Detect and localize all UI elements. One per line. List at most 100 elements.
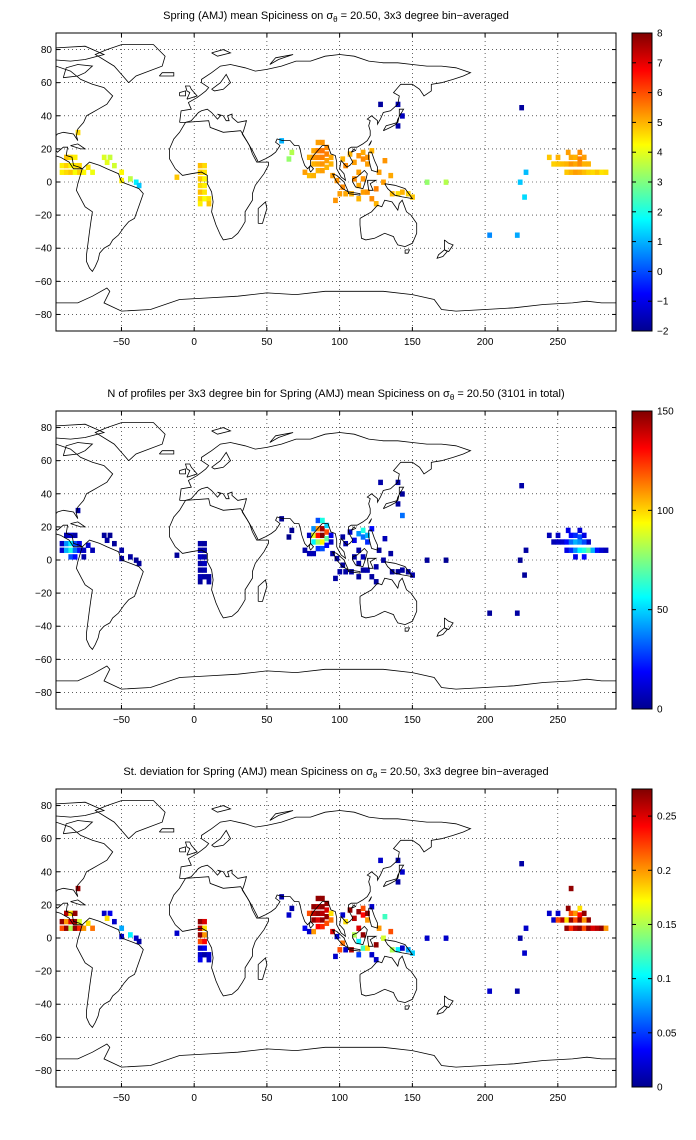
coastline bbox=[368, 896, 372, 902]
coastline bbox=[56, 443, 114, 548]
data-cell bbox=[555, 154, 561, 161]
x-tick-label: 200 bbox=[477, 715, 494, 726]
data-cell bbox=[373, 942, 379, 948]
data-cell bbox=[555, 917, 561, 923]
data-cell bbox=[320, 923, 325, 930]
data-cell bbox=[378, 857, 383, 864]
coastline bbox=[269, 54, 294, 65]
data-cell bbox=[352, 159, 357, 166]
data-cell bbox=[360, 176, 366, 182]
data-cell bbox=[324, 522, 330, 529]
chart-title-post: = 20.50, 3x3 degree bin−averaged bbox=[338, 10, 509, 22]
coastline bbox=[308, 542, 315, 551]
chart-title-pre: N of profiles per 3x3 degree bin for Spr… bbox=[107, 388, 443, 400]
data-cell bbox=[333, 575, 338, 582]
x-tick-label: 50 bbox=[261, 1093, 273, 1104]
data-cell bbox=[330, 550, 335, 557]
coastline bbox=[56, 287, 616, 312]
colorbar-ticks: 0 50 100 150 bbox=[632, 407, 674, 716]
data-cell bbox=[546, 532, 552, 539]
data-cell bbox=[586, 547, 591, 553]
coastline bbox=[350, 904, 357, 909]
data-cell bbox=[405, 947, 411, 953]
data-cell bbox=[352, 932, 357, 938]
data-cell bbox=[324, 900, 330, 907]
data-cell bbox=[320, 545, 325, 552]
data-cell bbox=[410, 194, 415, 200]
data-cell bbox=[202, 182, 207, 189]
chart-title: St. deviation for Spring (AMJ) mean Spic… bbox=[123, 766, 548, 780]
colorbar-tick-label: 0 bbox=[657, 1083, 663, 1094]
coastline bbox=[368, 529, 378, 551]
coastline bbox=[169, 498, 269, 619]
data-cell bbox=[289, 905, 295, 912]
colorbar-tick-label: 100 bbox=[657, 506, 674, 517]
colorbar-tick-label: 3 bbox=[657, 178, 663, 189]
data-cell bbox=[594, 925, 600, 931]
chart-title-pre: St. deviation for Spring (AMJ) mean Spic… bbox=[123, 766, 366, 778]
data-cell bbox=[443, 557, 449, 563]
data-cell bbox=[197, 574, 203, 580]
coastline bbox=[269, 810, 294, 821]
data-cell bbox=[551, 161, 557, 167]
data-cell bbox=[568, 925, 574, 931]
data-cell bbox=[320, 917, 325, 923]
data-cell bbox=[369, 196, 375, 202]
data-cell bbox=[365, 945, 370, 951]
data-cell bbox=[315, 539, 321, 545]
data-cell bbox=[400, 491, 405, 497]
sigma-symbol: σ bbox=[443, 388, 450, 400]
data-cell bbox=[202, 952, 207, 958]
coastline bbox=[384, 939, 414, 956]
coastline bbox=[184, 85, 198, 100]
data-cell bbox=[311, 148, 317, 154]
data-cell bbox=[279, 138, 285, 144]
data-cell bbox=[68, 162, 74, 169]
coastlines bbox=[56, 422, 616, 690]
data-cell bbox=[577, 912, 583, 918]
x-axis-ticks: −50 0 50 100 150 200 250 bbox=[113, 33, 567, 348]
data-cell bbox=[581, 539, 587, 545]
data-cell bbox=[400, 869, 405, 875]
data-cell bbox=[523, 169, 529, 175]
data-cell bbox=[72, 169, 78, 175]
data-cell bbox=[306, 928, 312, 935]
data-cell bbox=[340, 534, 346, 540]
data-cell bbox=[603, 925, 609, 931]
data-cell bbox=[112, 918, 117, 925]
x-axis-ticks: −50 0 50 100 150 200 250 bbox=[113, 411, 567, 726]
coastline bbox=[211, 427, 232, 435]
data-cell bbox=[577, 527, 583, 534]
data-cell bbox=[373, 579, 379, 585]
data-cell bbox=[560, 917, 565, 923]
data-cell bbox=[315, 895, 321, 902]
data-cell bbox=[577, 905, 583, 912]
data-cell bbox=[104, 159, 110, 166]
data-cell bbox=[389, 947, 395, 953]
data-cell bbox=[328, 532, 334, 539]
coastline bbox=[56, 801, 106, 818]
data-cell bbox=[378, 479, 383, 486]
coastline bbox=[211, 829, 231, 848]
data-cell bbox=[586, 169, 591, 175]
data-cell bbox=[573, 547, 578, 553]
data-cell bbox=[373, 186, 379, 192]
coastline bbox=[359, 199, 418, 248]
data-cell bbox=[315, 923, 321, 930]
y-tick-label: 20 bbox=[41, 522, 53, 533]
coastline bbox=[348, 947, 361, 952]
data-cell bbox=[565, 905, 571, 912]
data-cell bbox=[81, 547, 87, 553]
data-cell bbox=[568, 169, 574, 175]
data-cell bbox=[573, 169, 578, 175]
coastline bbox=[56, 65, 114, 170]
data-cell bbox=[519, 483, 525, 489]
x-tick-label: −50 bbox=[113, 715, 130, 726]
colorbar-tick-label: 0.05 bbox=[657, 1028, 677, 1039]
data-cell bbox=[90, 925, 95, 931]
data-cell bbox=[77, 169, 82, 175]
data-cell bbox=[64, 532, 69, 539]
data-cell bbox=[581, 910, 587, 917]
data-cell bbox=[389, 569, 395, 575]
x-tick-label: 100 bbox=[331, 1093, 348, 1104]
